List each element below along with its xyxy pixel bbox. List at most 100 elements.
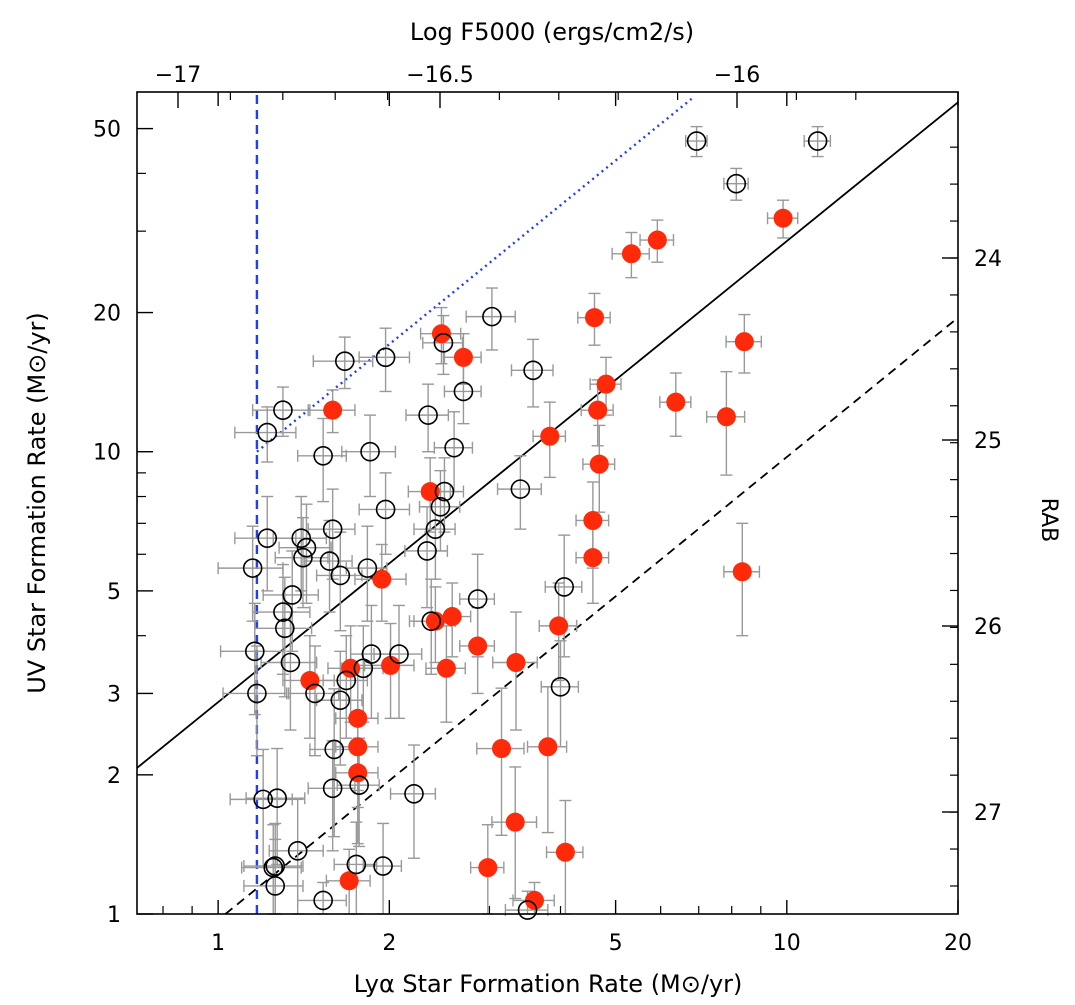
data-point-filled [372,569,392,589]
y-tick-label: 3 [107,682,121,707]
data-point-open [322,519,343,539]
data-point-open [336,670,357,691]
data-point-open [433,333,454,353]
data-point-open [482,306,502,327]
data-point-filled [584,308,604,328]
data-point-open [373,856,393,876]
top-tick-label: −17 [155,63,201,88]
data-point-filled [420,482,440,502]
data-point-open [334,351,355,371]
data-point-open [686,131,707,151]
data-point-open [253,789,273,810]
right-tick-label: 25 [974,429,1002,454]
data-point-open [273,602,293,622]
data-point-filled [425,611,445,631]
data-point-open [349,775,369,795]
data-point-open [280,652,301,673]
y-axis-label: UV Star Formation Rate (M⊙/yr) [23,312,51,694]
data-point-open [322,778,343,799]
data-point-filled [555,842,575,862]
data-point-filled [734,332,754,352]
data-point-filled [492,739,512,759]
data-point-filled [323,400,343,420]
data-point-filled [478,858,498,878]
data-point-open [319,551,340,571]
data-point-filled [589,454,609,474]
top-axis-label: Log F5000 (ergs/cm2/s) [410,18,694,46]
data-point-open [330,690,351,711]
error-bars [217,125,832,917]
data-point-filled [381,655,401,675]
data-point-filled [468,636,488,656]
data-point-open [313,890,333,911]
data-point-open [417,541,437,561]
data-point-filled [647,230,667,250]
data-point-filled [339,871,359,891]
x-tick-label: 5 [609,931,623,956]
y-tick-label: 1 [107,903,121,928]
data-point-open [434,481,455,502]
data-point-open [293,547,313,568]
right-tick-label: 24 [974,247,1002,272]
data-point-filled [442,607,462,627]
data-point-open [291,528,312,549]
data-point-open [453,381,474,402]
data-point-open [257,422,278,443]
data-point-filled [583,510,603,530]
data-point-filled [583,548,603,568]
data-point-open [404,783,424,804]
data-point-filled [436,658,456,678]
data-point-filled [540,426,560,446]
data-point-open [305,683,325,704]
data-point-filled [453,347,473,367]
data-point-filled [596,374,616,394]
x-tick-label: 1 [211,931,225,956]
data-point-filled [524,890,544,910]
data-point-open [257,528,278,549]
data-point-open [726,173,747,194]
x-axis-label: Lyα Star Formation Rate (M⊙/yr) [354,970,743,998]
data-point-open [353,658,374,679]
y-tick-label: 20 [93,302,121,327]
data-point-open [425,519,446,539]
data-point-open [273,400,293,420]
data-point-filled [506,652,526,672]
data-point-open [296,537,317,558]
right-tick-label: 27 [974,801,1002,826]
data-point-open [389,644,409,664]
data-point-open [275,618,295,639]
data-point-open [807,131,828,151]
right-axis-label: RAB [1036,498,1061,543]
data-point-open [346,854,367,875]
x-tick-label: 10 [773,931,801,956]
data-point-open [550,677,571,697]
y-tick-label: 50 [93,118,121,143]
data-point-open [265,856,286,876]
reference-line-dotted [256,97,693,453]
top-tick-label: −16.5 [406,63,473,88]
data-points [242,131,828,920]
data-point-filled [716,407,736,427]
data-point-filled [348,708,368,728]
data-point-open [265,876,286,896]
y-tick-label: 5 [107,580,121,605]
data-point-open [510,479,531,499]
data-point-filled [549,616,569,636]
data-point-open [467,589,488,609]
y-tick-label: 2 [107,764,121,789]
data-point-open [324,739,345,760]
data-point-open [244,641,265,662]
data-point-open [418,405,438,425]
data-point-open [375,347,396,368]
y-tick-label: 10 [93,441,121,466]
data-point-open [267,788,287,809]
data-point-open [421,611,442,631]
data-point-open [357,558,378,578]
data-point-open [430,497,451,517]
x-tick-label: 20 [944,931,972,956]
data-point-open [313,445,333,466]
data-point-filled [732,562,752,582]
data-point-filled [773,208,793,228]
